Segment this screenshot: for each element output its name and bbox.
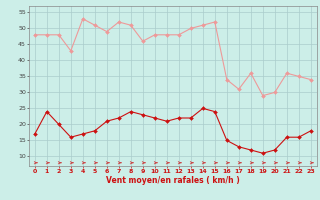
X-axis label: Vent moyen/en rafales ( km/h ): Vent moyen/en rafales ( km/h ) (106, 176, 240, 185)
